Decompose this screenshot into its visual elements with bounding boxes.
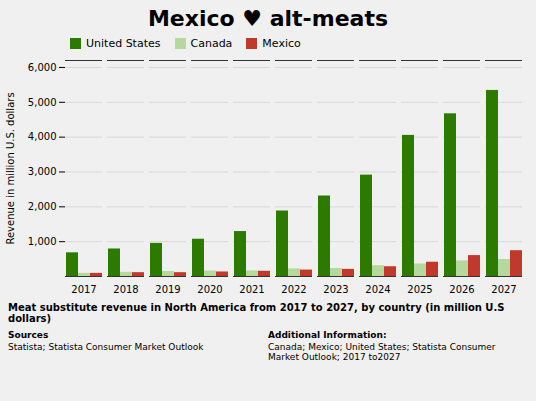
svg-text:2027: 2027: [491, 284, 516, 295]
svg-text:2017: 2017: [71, 284, 96, 295]
svg-text:1,000: 1,000: [28, 236, 57, 247]
html-text:Meat substitute revenue in Nor: Meat substitute revenue in North America…: [8, 302, 505, 324]
html-text:Additional Information:: Additional Information:: [268, 330, 387, 340]
svg-text:4,000: 4,000: [28, 131, 57, 142]
svg-text:6,000: 6,000: [28, 62, 57, 73]
svg-text:3,000: 3,000: [28, 166, 57, 177]
svg-text:Revenue in million U.S. dollar: Revenue in million U.S. dollars: [5, 92, 16, 244]
svg-text:2022: 2022: [281, 284, 306, 295]
svg-text:2023: 2023: [323, 284, 348, 295]
html-text:Mexico: Mexico: [262, 37, 301, 50]
svg-text:2019: 2019: [155, 284, 180, 295]
html-text:Statista; Statista Consumer Ma: Statista; Statista Consumer Market Outlo…: [8, 342, 204, 352]
svg-text:2026: 2026: [449, 284, 474, 295]
svg-text:2018: 2018: [113, 284, 138, 295]
svg-text:2025: 2025: [407, 284, 432, 295]
svg-text:2021: 2021: [239, 284, 264, 295]
html-text:Canada: Canada: [190, 37, 233, 50]
svg-text:2020: 2020: [197, 284, 222, 295]
html-text:Sources: Sources: [8, 330, 49, 340]
svg-text:5,000: 5,000: [28, 97, 57, 108]
html-text:United States: United States: [86, 37, 161, 50]
html-text:Canada; Mexico; United States;: Canada; Mexico; United States; Statista …: [268, 342, 496, 362]
svg-text:2024: 2024: [365, 284, 390, 295]
svg-text:2,000: 2,000: [28, 201, 57, 212]
html-text:Mexico ♥ alt-meats: Mexico ♥ alt-meats: [148, 6, 388, 31]
